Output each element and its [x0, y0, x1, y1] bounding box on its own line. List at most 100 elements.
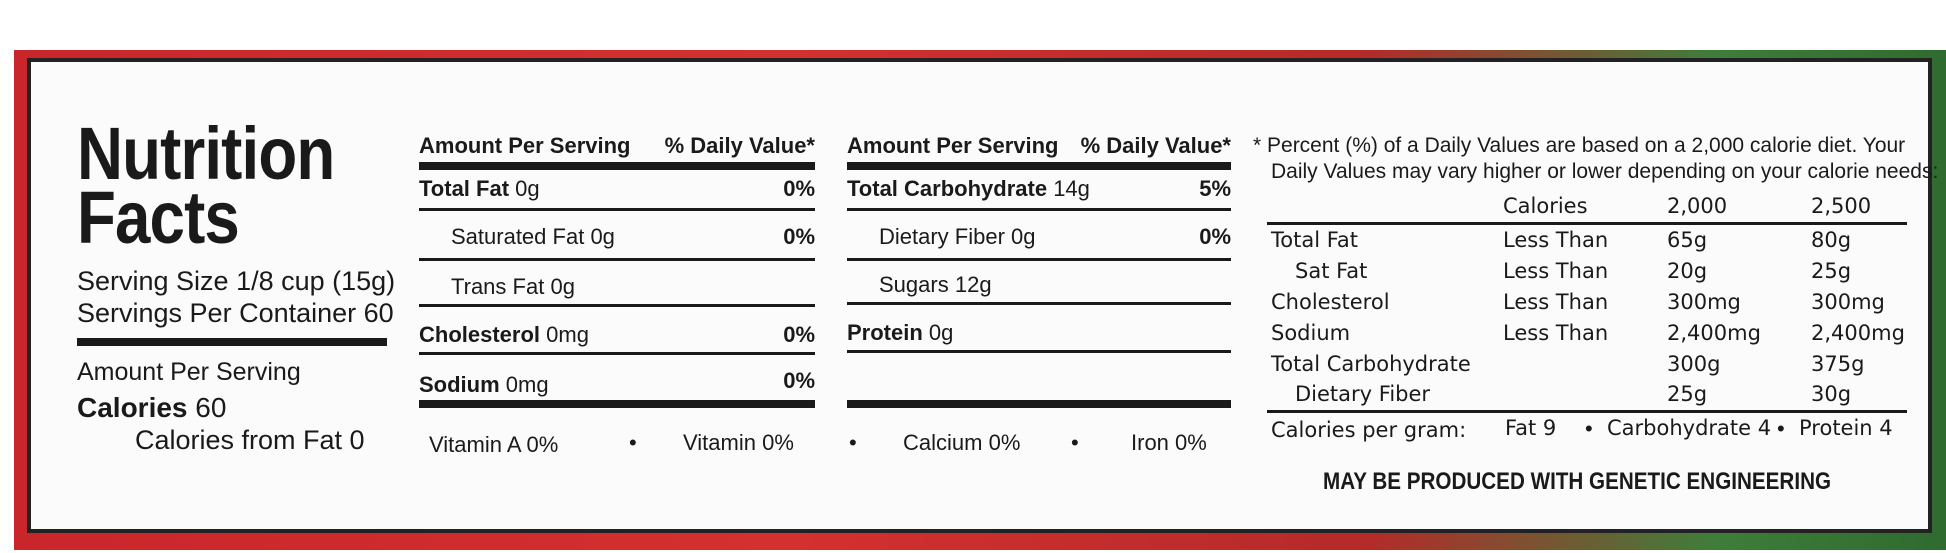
vitamin-name: Iron — [1131, 430, 1169, 455]
rule — [419, 304, 815, 307]
nutrient-label: Protein — [847, 320, 923, 345]
footnote-line-1: * Percent (%) of a Daily Values are base… — [1253, 134, 1906, 157]
row-total-carbohydrate: Total Carbohydrate 14g — [847, 176, 1090, 202]
bullet: • — [629, 430, 637, 455]
dv-row-2500: 2,400mg — [1811, 321, 1905, 345]
row-total-fat: Total Fat 0g — [419, 176, 540, 202]
dv-cholesterol: 0% — [783, 322, 815, 347]
calcium: Calcium 0% — [903, 430, 1020, 456]
servings-per-container: Servings Per Container 60 — [77, 298, 394, 328]
nutrient-label: Dietary Fiber — [879, 224, 1005, 249]
amount-per-serving-label: Amount Per Serving — [77, 358, 301, 386]
calories-per-gram-label: Calories per gram: — [1271, 418, 1467, 442]
rule — [847, 208, 1231, 211]
dv-row-2000: 300mg — [1667, 290, 1741, 314]
dv-row-2500: 300mg — [1811, 290, 1885, 314]
dv-row-2500: 30g — [1811, 382, 1852, 406]
vitamin-name: Calcium — [903, 430, 983, 455]
dv-row-limit: Less Than — [1503, 259, 1609, 283]
dv-dietary-fiber: 0% — [1199, 224, 1231, 249]
dv-row-2000: 2,400mg — [1667, 321, 1761, 345]
row-protein: Protein 0g — [847, 320, 953, 346]
row-sugars: Sugars 12g — [879, 272, 992, 298]
dv-row-limit: Less Than — [1503, 290, 1609, 314]
nutrient-amount: 0g — [515, 176, 540, 201]
divider-thick — [77, 338, 387, 346]
dv-sodium: 0% — [783, 368, 815, 393]
dv-row-nutrient: Sat Fat — [1295, 259, 1368, 283]
nutrient-label: Total Carbohydrate — [847, 176, 1048, 201]
bullet: • — [849, 430, 857, 455]
row-sodium: Sodium 0mg — [419, 372, 549, 398]
nutrient-label: Cholesterol — [419, 322, 541, 347]
footnote-line-2: Daily Values may vary higher or lower de… — [1271, 160, 1939, 183]
dv-row-2000: 300g — [1667, 352, 1721, 376]
vitamin-value: 0% — [526, 432, 559, 457]
calories-per-gram-protein: Protein 4 — [1799, 416, 1893, 440]
bullet: • — [1585, 416, 1593, 441]
right-header-amount: Amount Per Serving — [847, 133, 1059, 158]
nutrient-amount: 0g — [928, 320, 954, 345]
dv-header-calories: Calories — [1503, 194, 1588, 218]
dv-row-limit: Less Than — [1503, 228, 1609, 252]
nutrient-label: Total Fat — [419, 176, 510, 201]
dv-row-nutrient: Total Carbohydrate — [1271, 352, 1471, 376]
vitamin-a: Vitamin A 0% — [429, 432, 558, 458]
nutrient-amount: 12g — [954, 272, 992, 297]
dv-row-nutrient: Total Fat — [1271, 228, 1358, 252]
row-trans-fat: Trans Fat 0g — [451, 274, 575, 300]
left-header-dv: % Daily Value* — [664, 133, 815, 158]
ge-statement: MAY BE PRODUCED WITH GENETIC ENGINEERING — [1323, 468, 1832, 495]
dv-row-2000: 20g — [1667, 259, 1708, 283]
nutrient-amount: 0g — [1011, 224, 1036, 249]
right-bottom-rule — [847, 400, 1231, 408]
serving-size: Serving Size 1/8 cup (15g) — [77, 266, 396, 296]
dv-row-nutrient: Dietary Fiber — [1295, 382, 1431, 406]
calories-value: 60 — [195, 392, 227, 423]
nutrient-label: Trans Fat — [451, 274, 545, 299]
calories-from-fat: Calories from Fat 0 — [135, 425, 365, 455]
dv-table-top-rule — [1267, 222, 1907, 225]
nutrient-amount: 0mg — [505, 372, 549, 397]
rule — [419, 208, 815, 211]
dv-row-2500: 80g — [1811, 228, 1852, 252]
title-nutrition: Nutrition — [77, 112, 335, 195]
calories-label: Calories — [77, 392, 188, 423]
dv-row-2000: 25g — [1667, 382, 1708, 406]
left-header-amount: Amount Per Serving — [419, 133, 631, 158]
dv-saturated-fat: 0% — [783, 224, 815, 249]
iron: Iron 0% — [1131, 430, 1207, 456]
row-cholesterol: Cholesterol 0mg — [419, 322, 589, 348]
vitamin-value: 0% — [988, 430, 1021, 455]
rule — [847, 302, 1231, 305]
nutrient-amount: 14g — [1053, 176, 1090, 201]
dv-row-nutrient: Sodium — [1271, 321, 1351, 345]
dv-header-2000: 2,000 — [1667, 194, 1728, 218]
calories-line: Calories 60 — [77, 392, 226, 424]
dv-row-nutrient: Cholesterol — [1271, 290, 1390, 314]
bullet: • — [1071, 430, 1079, 455]
calories-per-gram-fat: Fat 9 — [1505, 416, 1557, 440]
nutrient-amount: 0g — [550, 274, 575, 299]
vitamin-value: 0% — [1175, 430, 1207, 455]
rule — [419, 352, 815, 355]
nutrient-label: Sodium — [419, 372, 500, 397]
dv-row-2000: 65g — [1667, 228, 1708, 252]
title-facts: Facts — [77, 176, 240, 259]
nutrient-label: Sugars — [879, 272, 949, 297]
right-header-dv: % Daily Value* — [1080, 133, 1231, 158]
dv-row-2500: 25g — [1811, 259, 1852, 283]
row-dietary-fiber: Dietary Fiber 0g — [879, 224, 1036, 250]
rule — [847, 258, 1231, 261]
nutrient-amount: 0g — [590, 224, 615, 249]
right-header-rule — [847, 162, 1231, 170]
left-bottom-rule — [419, 400, 815, 408]
nutrition-panel: Nutrition Facts Serving Size 1/8 cup (15… — [27, 58, 1938, 533]
nutrient-amount: 0mg — [546, 322, 589, 347]
nutrient-label: Saturated Fat — [451, 224, 585, 249]
left-header-rule — [419, 162, 815, 170]
rule — [847, 350, 1231, 353]
row-saturated-fat: Saturated Fat 0g — [451, 224, 615, 250]
dv-total-fat: 0% — [783, 176, 815, 201]
vitamin-name: Vitamin A — [429, 432, 521, 457]
